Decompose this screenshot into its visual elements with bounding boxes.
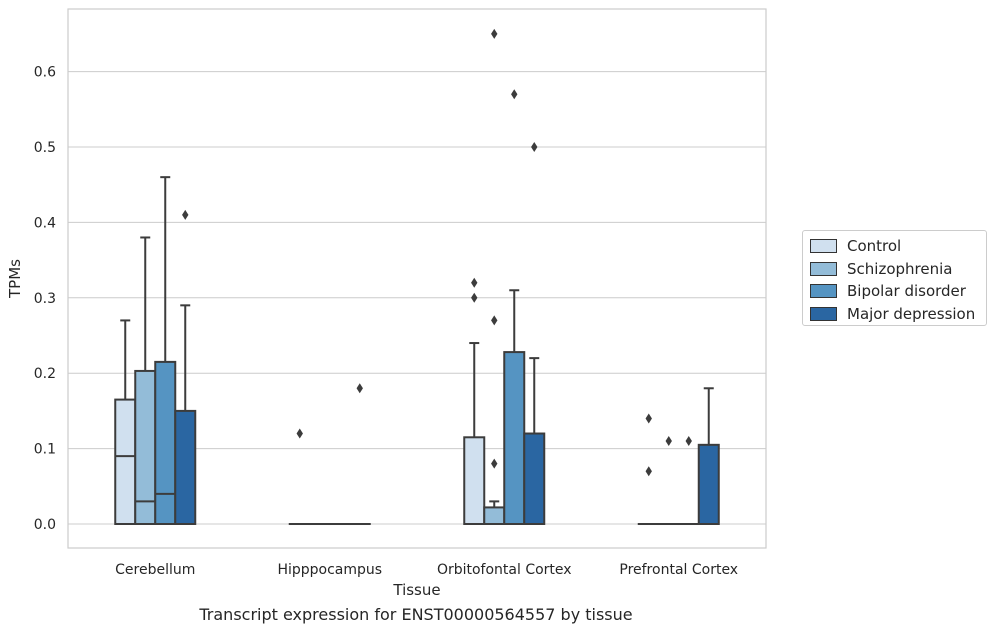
box [154, 360, 177, 526]
plot-frame [67, 8, 767, 549]
legend: Control Schizophrenia Bipolar disorder M… [802, 230, 987, 326]
y-tick-label: 0.1 [34, 442, 56, 458]
y-tick-label: 0.2 [34, 366, 56, 382]
legend-swatch-bipolar-disorder [810, 284, 837, 299]
legend-label-schizophrenia: Schizophrenia [847, 259, 953, 278]
outlier-point [296, 428, 303, 439]
y-axis-label: TPMs [6, 259, 24, 299]
outlier-point [471, 292, 478, 303]
outlier-point [491, 28, 498, 39]
outlier-point [491, 458, 498, 469]
outlier-point [182, 209, 189, 220]
x-tick-label: Hipppocampus [277, 562, 382, 578]
outlier-point [685, 436, 692, 447]
legend-swatch-control [810, 239, 837, 254]
x-tick-label: Orbitofontal Cortex [437, 562, 572, 578]
legend-swatch-major-depression [810, 306, 837, 321]
box [697, 443, 720, 525]
legend-item-major-depression: Major depression [810, 303, 986, 326]
legend-item-bipolar-disorder: Bipolar disorder [810, 280, 986, 303]
box [483, 506, 506, 525]
chart-caption: Transcript expression for ENST0000056455… [199, 605, 633, 624]
legend-swatch-schizophrenia [810, 261, 837, 276]
legend-item-control: Control [810, 235, 986, 258]
outlier-point [645, 413, 652, 424]
y-tick-label: 0.3 [34, 291, 56, 307]
box [114, 398, 137, 525]
legend-label-control: Control [847, 237, 902, 256]
y-tick-label: 0.0 [34, 517, 56, 533]
box [503, 351, 526, 526]
outlier-point [356, 383, 363, 394]
outlier-point [491, 315, 498, 326]
outlier-point [531, 142, 538, 152]
outlier-point [471, 277, 478, 288]
outlier-point [645, 466, 652, 477]
y-tick-label: 0.5 [34, 140, 56, 156]
box [174, 409, 197, 525]
x-axis-label: Tissue [392, 581, 440, 599]
legend-label-bipolar-disorder: Bipolar disorder [847, 282, 966, 301]
box [523, 432, 546, 525]
y-tick-label: 0.6 [34, 65, 56, 81]
legend-item-schizophrenia: Schizophrenia [810, 258, 986, 281]
x-tick-label: Cerebellum [115, 562, 195, 578]
y-tick-label: 0.4 [34, 215, 56, 231]
box [463, 436, 486, 526]
legend-label-major-depression: Major depression [847, 304, 976, 323]
x-tick-label: Prefrontal Cortex [619, 562, 738, 578]
outlier-point [665, 436, 672, 447]
outlier-point [511, 89, 518, 100]
